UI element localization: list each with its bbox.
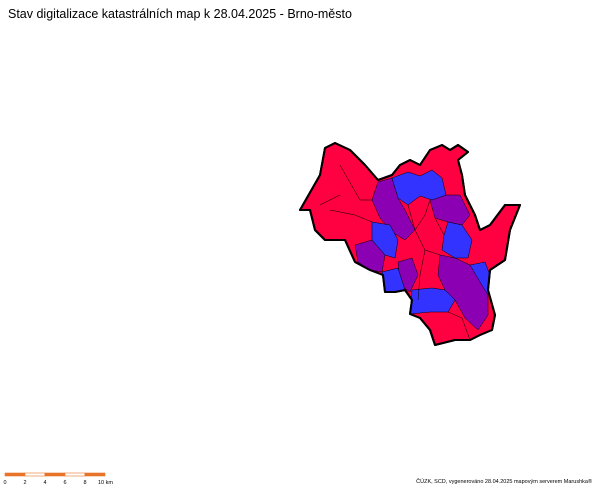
region-not-digitized [409,287,456,315]
scale-segment [24,472,46,477]
scale-label: 0 [3,480,6,486]
region-not-digitized [371,221,399,259]
scale-label: 4 [43,480,46,486]
scale-segment [64,472,86,477]
region-not-digitized [391,169,447,206]
scale-bar: 0 2 4 6 8 10 km [3,472,113,486]
scale-label: 2 [23,480,26,486]
region-partial [429,194,471,226]
scale-label: 6 [63,480,66,486]
scale-segment [44,472,66,477]
cadastral-boundaries [319,164,471,341]
scale-label: 8 [83,480,86,486]
district-map [299,142,521,346]
scale-segment [84,472,106,477]
credit: ČÚZK, SCD, vygenerováno 28.04.2025 mapov… [416,478,592,485]
city-outline [299,142,521,346]
map-title: Stav digitalizace katastrálních map k 28… [8,7,352,21]
scale-segment [4,472,26,477]
scale-label: 10 km [98,480,113,486]
region-not-digitized [441,221,473,259]
